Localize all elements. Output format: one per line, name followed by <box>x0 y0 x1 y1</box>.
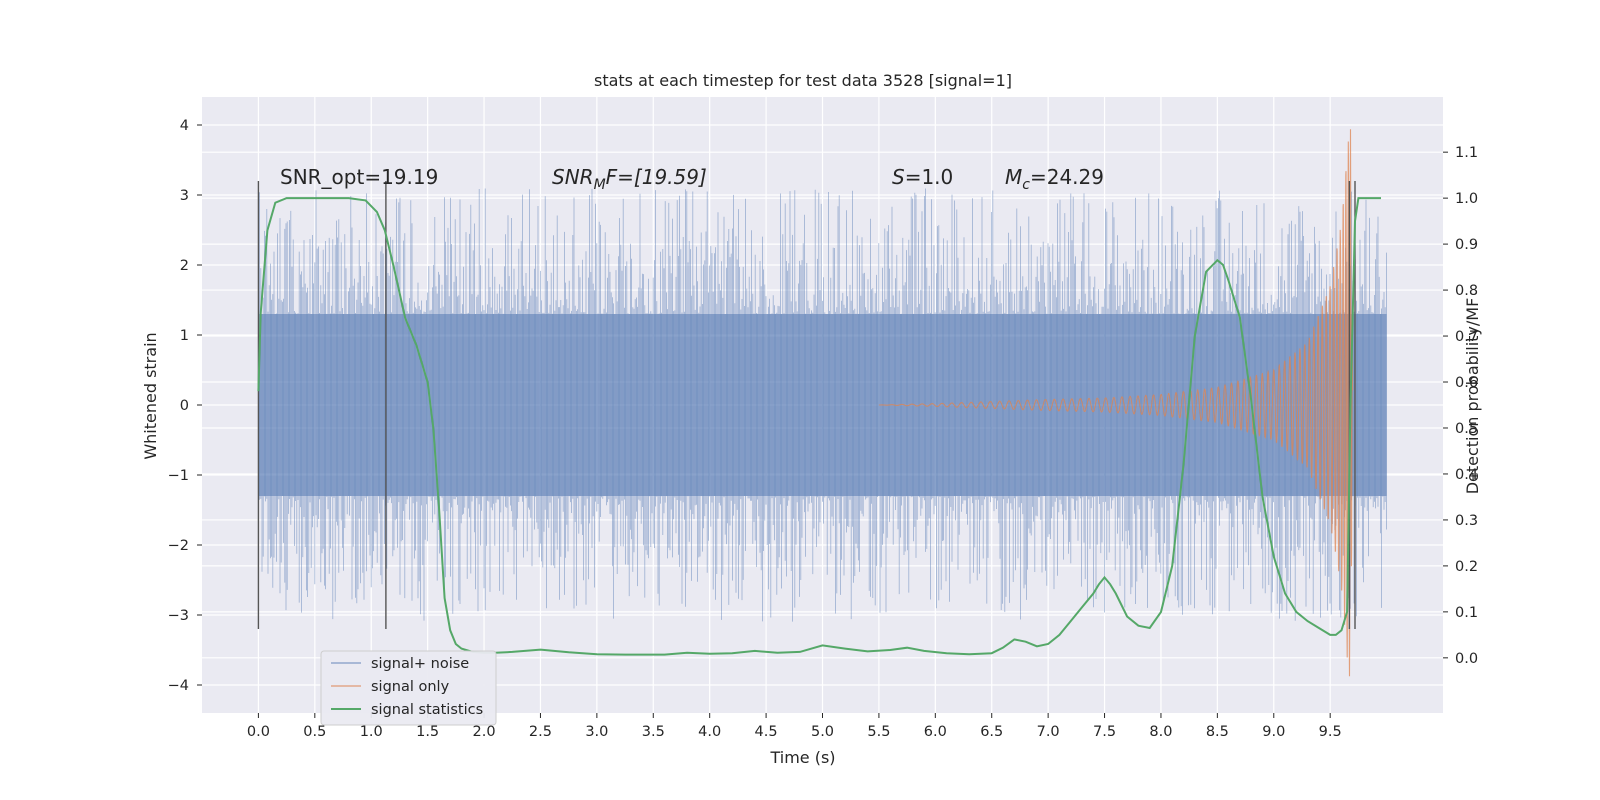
y-axis-label: Whitened strain <box>141 332 160 459</box>
legend-box <box>320 650 497 726</box>
x-tick-label: 5.0 <box>811 724 834 740</box>
y2-tick-label: 0.8 <box>1455 283 1478 299</box>
y2-tick-label: 0.5 <box>1455 421 1478 437</box>
y-tick-label: −2 <box>168 538 189 554</box>
y2-tick-label: 0.7 <box>1455 329 1478 345</box>
y2-axis-label: Detection probability/MF <box>1463 298 1482 495</box>
plot-area <box>257 129 1387 677</box>
x-axis-label: Time (s) <box>769 748 835 767</box>
x-tick-label: 7.0 <box>1037 724 1060 740</box>
y-tick-label: 4 <box>180 118 189 134</box>
x-tick-label: 3.5 <box>642 724 665 740</box>
y-tick-label: −1 <box>168 468 189 484</box>
x-tick-label: 3.0 <box>585 724 608 740</box>
x-tick-label: 7.5 <box>1093 724 1116 740</box>
x-tick-label: 8.5 <box>1206 724 1229 740</box>
y2-tick-label: 0.2 <box>1455 559 1478 575</box>
annotation-snr-mf: SNRMF=[19.59] <box>552 165 707 193</box>
signal-statistics-line <box>257 197 1381 656</box>
x-tick-label: 4.5 <box>755 724 778 740</box>
legend-label-stats: signal statistics <box>371 702 483 718</box>
y-tick-label: 2 <box>180 258 189 274</box>
x-tick-label: 1.5 <box>416 724 439 740</box>
x-tick-label: 5.5 <box>867 724 890 740</box>
x-tick-label: 9.0 <box>1262 724 1285 740</box>
y-tick-label: 3 <box>180 188 189 204</box>
y2-tick-label: 0.6 <box>1455 375 1478 391</box>
x-tick-label: 2.0 <box>473 724 496 740</box>
x-tick-label: 4.0 <box>698 724 721 740</box>
y2-tick-label: 1.1 <box>1455 145 1478 161</box>
y2-axis-ticks: 1.1 1.0 0.9 0.8 0.7 0.6 0.5 0.4 0.3 0.2 0.1 0.0 <box>1443 145 1478 667</box>
y-tick-label: −3 <box>168 608 189 624</box>
y2-tick-label: 0.9 <box>1455 237 1478 253</box>
annotation-s: S=1.0 <box>892 165 953 189</box>
y-tick-label: 1 <box>180 328 189 344</box>
x-tick-label: 9.5 <box>1319 724 1342 740</box>
y2-tick-label: 0.4 <box>1455 467 1478 483</box>
annotation-snr-opt: SNR_opt=19.19 <box>280 165 438 189</box>
x-tick-label: 8.0 <box>1149 724 1172 740</box>
signal-only-line <box>878 129 1354 677</box>
y-tick-label: 0 <box>180 398 189 414</box>
y-axis-ticks: 4 3 2 1 0 −1 −2 −3 −4 <box>168 118 202 694</box>
legend-label-signal: signal only <box>371 679 450 695</box>
x-tick-label: 1.0 <box>360 724 383 740</box>
x-tick-label: 6.5 <box>980 724 1003 740</box>
x-tick-label: 2.5 <box>529 724 552 740</box>
x-tick-label: 6.0 <box>924 724 947 740</box>
y-tick-label: −4 <box>168 678 189 694</box>
y2-tick-label: 0.0 <box>1455 651 1478 667</box>
y2-tick-label: 0.3 <box>1455 513 1478 529</box>
x-tick-label: 0.0 <box>247 724 270 740</box>
x-tick-label: 0.5 <box>303 724 326 740</box>
y2-tick-label: 1.0 <box>1455 191 1478 207</box>
annotation-mc: Mc=24.29 <box>1005 165 1104 193</box>
legend: signal+ noise signal only signal statist… <box>320 650 497 726</box>
y2-tick-label: 0.1 <box>1455 605 1478 621</box>
legend-label-noise: signal+ noise <box>371 656 469 672</box>
x-axis-ticks: 0.0 0.5 1.0 1.5 2.0 2.5 3.0 3.5 4.0 4.5 5.0 5.5 6.0 6… <box>247 713 1342 740</box>
chart-title: stats at each timestep for test data 352… <box>594 71 1012 90</box>
